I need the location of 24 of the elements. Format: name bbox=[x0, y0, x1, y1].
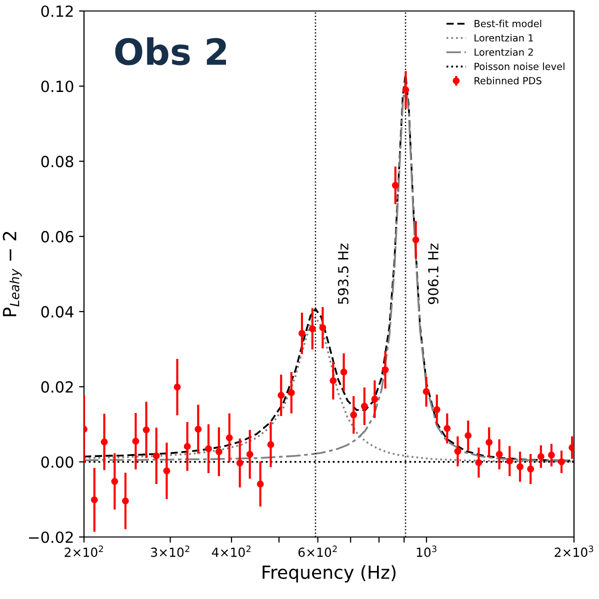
text: Obs 2 bbox=[115, 37, 226, 66]
y-tick-label: 0.00 bbox=[41, 456, 74, 468]
legend-label: Rebinned PDS bbox=[474, 76, 542, 84]
y-axis-title: P$_{Leahy}$ − 2 bbox=[2, 232, 22, 316]
y-tick-label: 0.06 bbox=[41, 230, 74, 242]
legend-label: Lorentzian 1 bbox=[474, 34, 533, 42]
legend-label: Poisson noise level bbox=[474, 62, 564, 70]
x-tick-label: 2×10$^{3}$ bbox=[554, 546, 594, 557]
y-tick-label: 0.02 bbox=[41, 381, 73, 393]
x-tick-label: 2×10$^{2}$ bbox=[64, 546, 103, 557]
x-tick-label: 6×10$^{2}$ bbox=[298, 546, 337, 557]
x-tick-label: 10$^{3}$ bbox=[416, 546, 436, 557]
legend-label: Best-fit model bbox=[474, 20, 542, 28]
y-tick-label: −0.02 bbox=[29, 531, 73, 544]
y-tick-label: 0.10 bbox=[41, 80, 74, 92]
x-axis-title: Frequency (Hz) bbox=[262, 565, 396, 583]
legend-label: Lorentzian 2 bbox=[474, 48, 533, 56]
y-tick-label: 0.08 bbox=[41, 156, 74, 168]
ref-line-label: 906.1 Hz bbox=[428, 244, 438, 304]
y-tick-label: 0.04 bbox=[41, 306, 74, 318]
ref-line-label: 593.5 Hz bbox=[338, 244, 348, 304]
x-tick-label: 4×10$^{2}$ bbox=[212, 546, 250, 557]
x-tick-label: 3×10$^{2}$ bbox=[151, 546, 190, 557]
y-tick-label: 0.12 bbox=[41, 5, 73, 18]
